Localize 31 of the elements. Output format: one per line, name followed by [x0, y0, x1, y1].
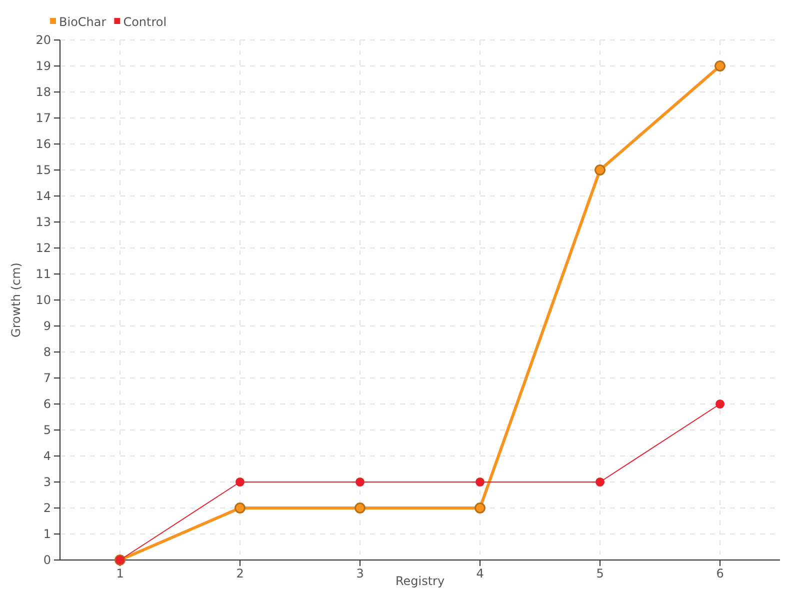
y-tick-label: 14 — [36, 188, 51, 203]
y-tick-label: 1 — [43, 526, 51, 541]
y-tick-label: 15 — [36, 162, 51, 177]
x-tick-label: 6 — [716, 566, 724, 581]
y-tick-label: 7 — [43, 370, 51, 385]
y-tick-label: 6 — [43, 396, 51, 411]
y-tick-label: 12 — [36, 240, 51, 255]
x-tick-label: 5 — [596, 566, 604, 581]
y-tick-label: 9 — [43, 318, 51, 333]
legend-label: BioChar — [59, 15, 106, 29]
x-tick-label: 4 — [476, 566, 484, 581]
x-tick-label: 3 — [356, 566, 364, 581]
y-tick-label: 13 — [36, 214, 51, 229]
y-tick-label: 16 — [36, 136, 51, 151]
y-tick-label: 18 — [36, 84, 51, 99]
y-tick-label: 4 — [43, 448, 51, 463]
y-tick-label: 10 — [36, 292, 51, 307]
x-tick-label: 2 — [236, 566, 244, 581]
y-tick-label: 5 — [43, 422, 51, 437]
y-tick-label: 8 — [43, 344, 51, 359]
y-tick-label: 3 — [43, 474, 51, 489]
legend-label: Control — [123, 15, 167, 29]
y-tick-label: 17 — [36, 110, 51, 125]
y-axis-title: Growth (cm) — [9, 262, 23, 338]
y-tick-label: 2 — [43, 500, 51, 515]
y-tick-label: 19 — [36, 58, 51, 73]
y-tick-label: 20 — [36, 32, 51, 47]
x-axis-title: Registry — [395, 574, 445, 588]
y-tick-label: 11 — [36, 266, 51, 281]
y-tick-label: 0 — [43, 552, 51, 567]
x-tick-label: 1 — [116, 566, 124, 581]
